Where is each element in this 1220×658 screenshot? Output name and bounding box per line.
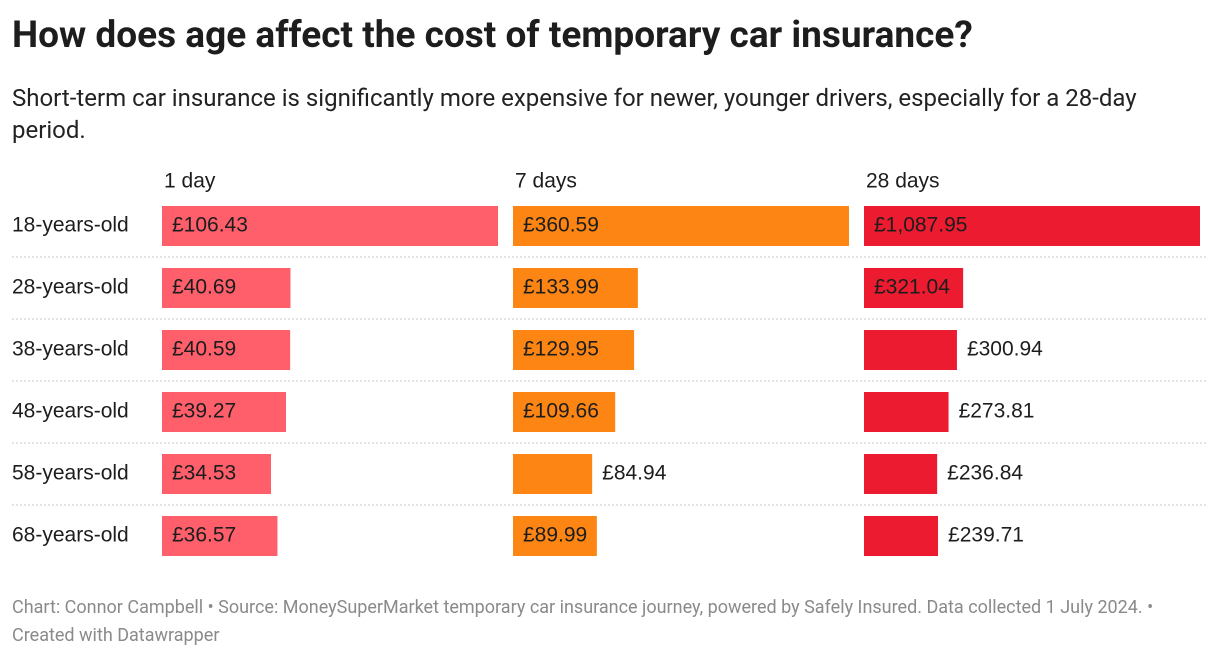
- bar: [513, 454, 593, 494]
- bar: [513, 392, 616, 432]
- value-label: £1,087.95: [874, 214, 967, 237]
- value-label: £109.66: [523, 400, 599, 423]
- row-label: 28-years-old: [12, 276, 129, 299]
- bar: [162, 268, 291, 308]
- bar: [513, 516, 597, 556]
- bar: [513, 268, 638, 308]
- bar: [513, 330, 635, 370]
- bar: [513, 206, 849, 246]
- value-label: £40.69: [172, 276, 236, 299]
- bar: [162, 516, 278, 556]
- row-label: 38-years-old: [12, 338, 129, 361]
- bar: [162, 206, 498, 246]
- bar: [864, 392, 949, 432]
- row-label: 58-years-old: [12, 462, 129, 485]
- value-label: £39.27: [172, 400, 236, 423]
- value-label: £239.71: [948, 524, 1024, 547]
- chart-footer: Chart: Connor Campbell • Source: MoneySu…: [12, 597, 1154, 646]
- value-label: £40.59: [172, 338, 236, 361]
- row-label: 18-years-old: [12, 214, 129, 237]
- value-label: £106.43: [172, 214, 248, 237]
- value-label: £360.59: [523, 214, 599, 237]
- column-header: 7 days: [515, 170, 577, 193]
- bar: [162, 392, 286, 432]
- row-label: 68-years-old: [12, 524, 129, 547]
- value-label: £133.99: [523, 276, 599, 299]
- value-label: £273.81: [959, 400, 1035, 423]
- value-label: £300.94: [967, 338, 1043, 361]
- value-label: £89.99: [523, 524, 587, 547]
- value-label: £84.94: [602, 462, 667, 485]
- value-label: £34.53: [172, 462, 236, 485]
- column-header: 28 days: [866, 170, 940, 193]
- chart-title: How does age affect the cost of temporar…: [12, 14, 973, 57]
- column-header: 1 day: [164, 170, 216, 193]
- bar: [864, 206, 1200, 246]
- chart-subtitle: Short-term car insurance is significantl…: [12, 84, 1137, 144]
- bar: [162, 454, 272, 494]
- bar: [864, 330, 957, 370]
- value-label: £129.95: [523, 338, 599, 361]
- bar: [162, 330, 291, 370]
- value-label: £36.57: [172, 524, 236, 547]
- value-label: £236.84: [947, 462, 1023, 485]
- value-label: £321.04: [874, 276, 950, 299]
- bar: [864, 454, 938, 494]
- bar: [864, 516, 939, 556]
- row-label: 48-years-old: [12, 400, 129, 423]
- bar: [864, 268, 964, 308]
